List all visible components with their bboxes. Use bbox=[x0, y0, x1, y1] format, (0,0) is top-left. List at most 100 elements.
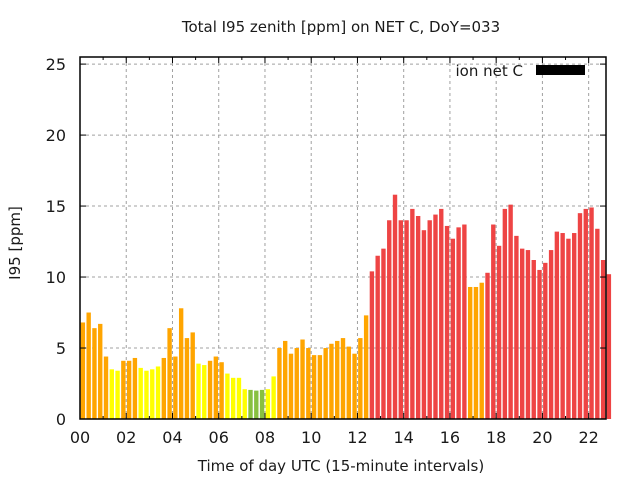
bar bbox=[196, 363, 201, 419]
bar bbox=[450, 238, 456, 419]
bar bbox=[583, 208, 588, 419]
bar bbox=[554, 231, 560, 419]
bar bbox=[415, 215, 421, 419]
bar bbox=[178, 308, 184, 419]
bar bbox=[502, 208, 508, 419]
bar bbox=[254, 390, 259, 419]
bar bbox=[115, 370, 120, 419]
y-tick-labels: 0 5 10 15 20 25 bbox=[46, 55, 66, 429]
bar bbox=[219, 362, 224, 419]
x-tick-label: 04 bbox=[162, 428, 182, 447]
y-axis-label: I95 [ppm] bbox=[6, 206, 24, 280]
bar bbox=[392, 194, 398, 419]
bar bbox=[485, 272, 490, 419]
bar bbox=[410, 208, 415, 419]
bar bbox=[519, 248, 525, 419]
bar bbox=[548, 250, 554, 419]
bar bbox=[202, 365, 207, 419]
y-tick-label: 10 bbox=[46, 268, 66, 287]
y-tick-label: 0 bbox=[56, 410, 66, 429]
bar bbox=[572, 233, 577, 419]
x-tick-label: 14 bbox=[394, 428, 414, 447]
legend-label: ion net C bbox=[456, 62, 523, 80]
x-tick-label: 16 bbox=[440, 428, 460, 447]
bar bbox=[109, 369, 114, 419]
bar bbox=[467, 286, 473, 419]
bar bbox=[566, 238, 571, 419]
bar bbox=[92, 328, 97, 419]
x-tick-label: 08 bbox=[255, 428, 275, 447]
bar bbox=[277, 348, 282, 419]
bar bbox=[358, 338, 363, 419]
bar bbox=[167, 328, 172, 419]
axis-ticks bbox=[79, 57, 606, 420]
x-tick-label: 18 bbox=[486, 428, 506, 447]
bar bbox=[340, 338, 346, 419]
bar bbox=[288, 353, 294, 419]
bar bbox=[404, 220, 409, 419]
bar bbox=[242, 389, 247, 419]
bar bbox=[138, 367, 143, 419]
bar bbox=[207, 360, 213, 419]
x-tick-label: 06 bbox=[209, 428, 229, 447]
bar bbox=[600, 260, 606, 419]
bar bbox=[444, 225, 450, 419]
bar bbox=[456, 227, 461, 419]
bar bbox=[236, 377, 242, 419]
bar bbox=[161, 357, 167, 419]
legend-swatch bbox=[536, 65, 585, 75]
bar bbox=[577, 213, 583, 419]
bar bbox=[173, 356, 178, 419]
bar bbox=[543, 262, 548, 419]
y-tick-label: 25 bbox=[46, 55, 66, 74]
bar bbox=[300, 339, 305, 419]
bar bbox=[248, 389, 253, 419]
bar bbox=[311, 355, 317, 419]
bar bbox=[103, 356, 109, 419]
bar bbox=[537, 269, 542, 419]
bar bbox=[398, 220, 403, 419]
bar bbox=[259, 389, 265, 419]
bar bbox=[294, 348, 299, 419]
bar bbox=[150, 369, 155, 419]
bar bbox=[589, 207, 594, 419]
x-tick-label: 10 bbox=[301, 428, 321, 447]
bar bbox=[323, 348, 328, 419]
bar bbox=[225, 373, 230, 419]
x-tick-label: 00 bbox=[70, 428, 90, 447]
bar bbox=[283, 340, 288, 419]
bars bbox=[80, 194, 612, 419]
x-tick-label: 20 bbox=[532, 428, 552, 447]
chart-title: Total I95 zenith [ppm] on NET C, DoY=033 bbox=[181, 18, 500, 36]
x-tick-labels: 00 02 04 06 08 10 12 14 16 18 20 22 bbox=[70, 428, 599, 447]
y-tick-label: 20 bbox=[46, 126, 66, 145]
bar bbox=[317, 355, 323, 419]
bar bbox=[525, 250, 531, 419]
x-tick-label: 12 bbox=[347, 428, 367, 447]
bar bbox=[190, 332, 195, 419]
y-tick-label: 5 bbox=[56, 339, 66, 358]
bar bbox=[433, 214, 438, 419]
bar bbox=[265, 389, 271, 419]
bar bbox=[462, 224, 467, 419]
bar bbox=[155, 366, 161, 419]
bar bbox=[335, 340, 340, 419]
bar bbox=[496, 245, 502, 419]
bar bbox=[80, 322, 86, 419]
x-tick-label: 02 bbox=[116, 428, 136, 447]
bar bbox=[230, 377, 236, 419]
bar bbox=[369, 271, 375, 419]
bar bbox=[508, 204, 513, 419]
bar bbox=[98, 323, 103, 419]
bar bbox=[352, 353, 357, 419]
bar bbox=[363, 315, 369, 419]
legend: ion net C bbox=[456, 62, 585, 80]
plot-frame bbox=[79, 56, 607, 420]
bar bbox=[375, 255, 380, 419]
bar bbox=[427, 220, 432, 419]
bar bbox=[121, 360, 126, 419]
x-tick-label: 22 bbox=[578, 428, 598, 447]
bar bbox=[421, 230, 427, 419]
bar bbox=[491, 224, 496, 419]
